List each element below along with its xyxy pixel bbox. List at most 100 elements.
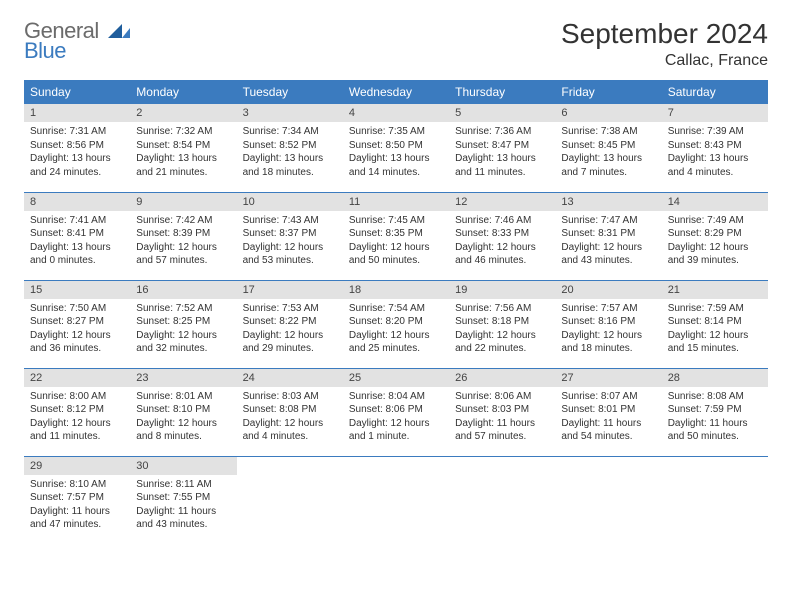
daylight-text: Daylight: 12 hours and 4 minutes.: [243, 417, 337, 444]
calendar-day: 15Sunrise: 7:50 AMSunset: 8:27 PMDayligh…: [24, 280, 130, 368]
day-header: Saturday: [662, 80, 768, 104]
sunset-text: Sunset: 8:35 PM: [349, 227, 443, 241]
location: Callac, France: [561, 52, 768, 70]
day-content: Sunrise: 7:38 AMSunset: 8:45 PMDaylight:…: [555, 122, 661, 185]
day-header: Thursday: [449, 80, 555, 104]
calendar-day: 8Sunrise: 7:41 AMSunset: 8:41 PMDaylight…: [24, 192, 130, 280]
day-number: 21: [662, 281, 768, 299]
daylight-text: Daylight: 12 hours and 8 minutes.: [136, 417, 230, 444]
sunrise-text: Sunrise: 8:03 AM: [243, 390, 337, 404]
daylight-text: Daylight: 12 hours and 43 minutes.: [561, 241, 655, 268]
day-content: Sunrise: 7:32 AMSunset: 8:54 PMDaylight:…: [130, 122, 236, 185]
calendar-week: 8Sunrise: 7:41 AMSunset: 8:41 PMDaylight…: [24, 192, 768, 280]
day-number: 30: [130, 457, 236, 475]
day-number: 15: [24, 281, 130, 299]
daylight-text: Daylight: 13 hours and 0 minutes.: [30, 241, 124, 268]
day-content: Sunrise: 7:42 AMSunset: 8:39 PMDaylight:…: [130, 211, 236, 274]
sunrise-text: Sunrise: 7:32 AM: [136, 125, 230, 139]
calendar-day: 26Sunrise: 8:06 AMSunset: 8:03 PMDayligh…: [449, 368, 555, 456]
sunrise-text: Sunrise: 7:47 AM: [561, 214, 655, 228]
sunset-text: Sunset: 8:25 PM: [136, 315, 230, 329]
day-number: 1: [24, 104, 130, 122]
day-content: Sunrise: 8:06 AMSunset: 8:03 PMDaylight:…: [449, 387, 555, 450]
daylight-text: Daylight: 13 hours and 24 minutes.: [30, 152, 124, 179]
day-content: Sunrise: 7:52 AMSunset: 8:25 PMDaylight:…: [130, 299, 236, 362]
day-number: 5: [449, 104, 555, 122]
sunrise-text: Sunrise: 8:04 AM: [349, 390, 443, 404]
sunrise-text: Sunrise: 8:11 AM: [136, 478, 230, 492]
sunset-text: Sunset: 8:22 PM: [243, 315, 337, 329]
calendar-day: 13Sunrise: 7:47 AMSunset: 8:31 PMDayligh…: [555, 192, 661, 280]
sunrise-text: Sunrise: 7:35 AM: [349, 125, 443, 139]
day-content: Sunrise: 8:04 AMSunset: 8:06 PMDaylight:…: [343, 387, 449, 450]
calendar-day: 11Sunrise: 7:45 AMSunset: 8:35 PMDayligh…: [343, 192, 449, 280]
logo: General Blue: [24, 18, 130, 64]
sunset-text: Sunset: 8:43 PM: [668, 139, 762, 153]
sunset-text: Sunset: 8:16 PM: [561, 315, 655, 329]
day-content: Sunrise: 7:56 AMSunset: 8:18 PMDaylight:…: [449, 299, 555, 362]
calendar-day: 18Sunrise: 7:54 AMSunset: 8:20 PMDayligh…: [343, 280, 449, 368]
daylight-text: Daylight: 11 hours and 50 minutes.: [668, 417, 762, 444]
sunrise-text: Sunrise: 8:00 AM: [30, 390, 124, 404]
daylight-text: Daylight: 11 hours and 57 minutes.: [455, 417, 549, 444]
sunset-text: Sunset: 8:29 PM: [668, 227, 762, 241]
day-content: Sunrise: 7:36 AMSunset: 8:47 PMDaylight:…: [449, 122, 555, 185]
day-header: Tuesday: [237, 80, 343, 104]
day-header: Friday: [555, 80, 661, 104]
calendar-table: SundayMondayTuesdayWednesdayThursdayFrid…: [24, 80, 768, 544]
sunset-text: Sunset: 8:52 PM: [243, 139, 337, 153]
day-content: Sunrise: 8:00 AMSunset: 8:12 PMDaylight:…: [24, 387, 130, 450]
sunrise-text: Sunrise: 7:53 AM: [243, 302, 337, 316]
calendar-day: 4Sunrise: 7:35 AMSunset: 8:50 PMDaylight…: [343, 104, 449, 192]
daylight-text: Daylight: 12 hours and 15 minutes.: [668, 329, 762, 356]
day-number: 10: [237, 193, 343, 211]
daylight-text: Daylight: 13 hours and 21 minutes.: [136, 152, 230, 179]
calendar-day: 27Sunrise: 8:07 AMSunset: 8:01 PMDayligh…: [555, 368, 661, 456]
day-content: Sunrise: 7:43 AMSunset: 8:37 PMDaylight:…: [237, 211, 343, 274]
day-number: 9: [130, 193, 236, 211]
daylight-text: Daylight: 13 hours and 18 minutes.: [243, 152, 337, 179]
sunrise-text: Sunrise: 8:06 AM: [455, 390, 549, 404]
sunset-text: Sunset: 8:54 PM: [136, 139, 230, 153]
daylight-text: Daylight: 13 hours and 4 minutes.: [668, 152, 762, 179]
day-number: 6: [555, 104, 661, 122]
calendar-day: 29Sunrise: 8:10 AMSunset: 7:57 PMDayligh…: [24, 456, 130, 544]
logo-text: General Blue: [24, 18, 130, 64]
day-number: 25: [343, 369, 449, 387]
daylight-text: Daylight: 11 hours and 43 minutes.: [136, 505, 230, 532]
sunrise-text: Sunrise: 7:42 AM: [136, 214, 230, 228]
day-number: 19: [449, 281, 555, 299]
calendar-day: 19Sunrise: 7:56 AMSunset: 8:18 PMDayligh…: [449, 280, 555, 368]
sunset-text: Sunset: 8:31 PM: [561, 227, 655, 241]
sunset-text: Sunset: 7:59 PM: [668, 403, 762, 417]
calendar-empty: [449, 456, 555, 544]
daylight-text: Daylight: 12 hours and 22 minutes.: [455, 329, 549, 356]
sunrise-text: Sunrise: 7:56 AM: [455, 302, 549, 316]
daylight-text: Daylight: 12 hours and 53 minutes.: [243, 241, 337, 268]
day-content: Sunrise: 7:49 AMSunset: 8:29 PMDaylight:…: [662, 211, 768, 274]
calendar-day: 16Sunrise: 7:52 AMSunset: 8:25 PMDayligh…: [130, 280, 236, 368]
day-number: 3: [237, 104, 343, 122]
sunrise-text: Sunrise: 7:38 AM: [561, 125, 655, 139]
day-number: 23: [130, 369, 236, 387]
day-content: Sunrise: 7:54 AMSunset: 8:20 PMDaylight:…: [343, 299, 449, 362]
sunrise-text: Sunrise: 7:34 AM: [243, 125, 337, 139]
sunset-text: Sunset: 8:39 PM: [136, 227, 230, 241]
calendar-day: 14Sunrise: 7:49 AMSunset: 8:29 PMDayligh…: [662, 192, 768, 280]
daylight-text: Daylight: 12 hours and 36 minutes.: [30, 329, 124, 356]
day-content: Sunrise: 7:35 AMSunset: 8:50 PMDaylight:…: [343, 122, 449, 185]
sunset-text: Sunset: 8:56 PM: [30, 139, 124, 153]
day-number: 18: [343, 281, 449, 299]
day-header: Monday: [130, 80, 236, 104]
calendar-day: 2Sunrise: 7:32 AMSunset: 8:54 PMDaylight…: [130, 104, 236, 192]
calendar-week: 15Sunrise: 7:50 AMSunset: 8:27 PMDayligh…: [24, 280, 768, 368]
day-number: 29: [24, 457, 130, 475]
day-number: 4: [343, 104, 449, 122]
day-content: Sunrise: 8:03 AMSunset: 8:08 PMDaylight:…: [237, 387, 343, 450]
sunrise-text: Sunrise: 8:10 AM: [30, 478, 124, 492]
day-content: Sunrise: 8:10 AMSunset: 7:57 PMDaylight:…: [24, 475, 130, 538]
sunrise-text: Sunrise: 8:01 AM: [136, 390, 230, 404]
daylight-text: Daylight: 13 hours and 11 minutes.: [455, 152, 549, 179]
day-content: Sunrise: 7:59 AMSunset: 8:14 PMDaylight:…: [662, 299, 768, 362]
sunset-text: Sunset: 8:03 PM: [455, 403, 549, 417]
